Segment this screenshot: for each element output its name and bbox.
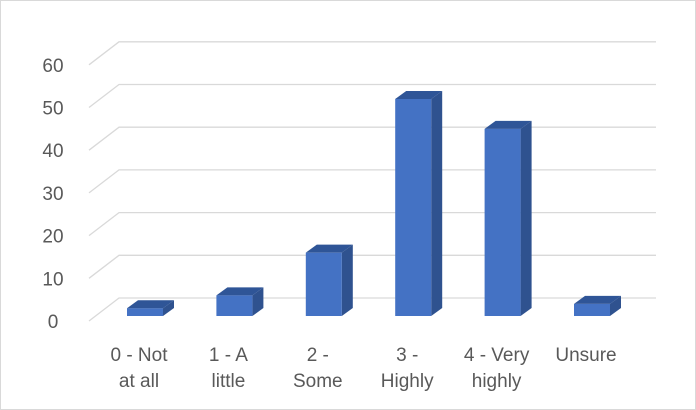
bar-front: [574, 303, 610, 316]
y-axis-ticks: 0 10 20 30 40 50 60: [42, 56, 63, 333]
gridline: [88, 254, 656, 279]
bar: [484, 120, 532, 316]
x-category-label: 4 - Very highly: [464, 345, 530, 392]
bar-front: [484, 128, 521, 316]
bar: [574, 295, 621, 316]
y-tick-label: 40: [42, 141, 63, 162]
gridline: [88, 297, 656, 322]
x-category-label: 2 -Some: [293, 345, 343, 392]
bar-front: [395, 98, 432, 317]
gridline: [88, 41, 656, 66]
gridline: [88, 169, 656, 194]
bar: [216, 287, 264, 316]
bar-side: [431, 90, 443, 317]
bar-top: [216, 287, 264, 296]
bar-front: [216, 295, 253, 316]
y-tick-label: 10: [42, 269, 63, 290]
bar-side: [252, 287, 264, 316]
bar-top: [484, 120, 532, 129]
bar: [127, 300, 174, 316]
gridline: [88, 126, 656, 151]
gridline: [88, 83, 656, 109]
bar-top: [574, 295, 621, 304]
bar-top: [127, 300, 174, 309]
bar: [395, 90, 443, 317]
bars: [127, 90, 621, 317]
x-category-label: 0 - Not at all: [110, 345, 168, 392]
bar-front: [127, 308, 163, 316]
bar-top: [395, 90, 443, 99]
y-tick-label: 30: [42, 184, 63, 205]
x-category-label: 3 -Highly: [381, 345, 434, 392]
bar-side: [341, 244, 353, 316]
y-tick-label: 60: [42, 56, 63, 77]
y-tick-label: 50: [42, 99, 63, 120]
y-tick-label: 20: [42, 227, 63, 248]
bar-front: [305, 252, 342, 316]
gridlines: [88, 41, 656, 322]
bar: [305, 244, 353, 316]
gridline: [88, 211, 656, 237]
y-tick-label: 0: [48, 312, 59, 333]
bar-side: [520, 120, 532, 316]
bar-top: [305, 244, 353, 253]
bar-side: [610, 295, 621, 316]
bar-side: [163, 300, 174, 316]
x-category-label: Unsure: [555, 345, 616, 366]
